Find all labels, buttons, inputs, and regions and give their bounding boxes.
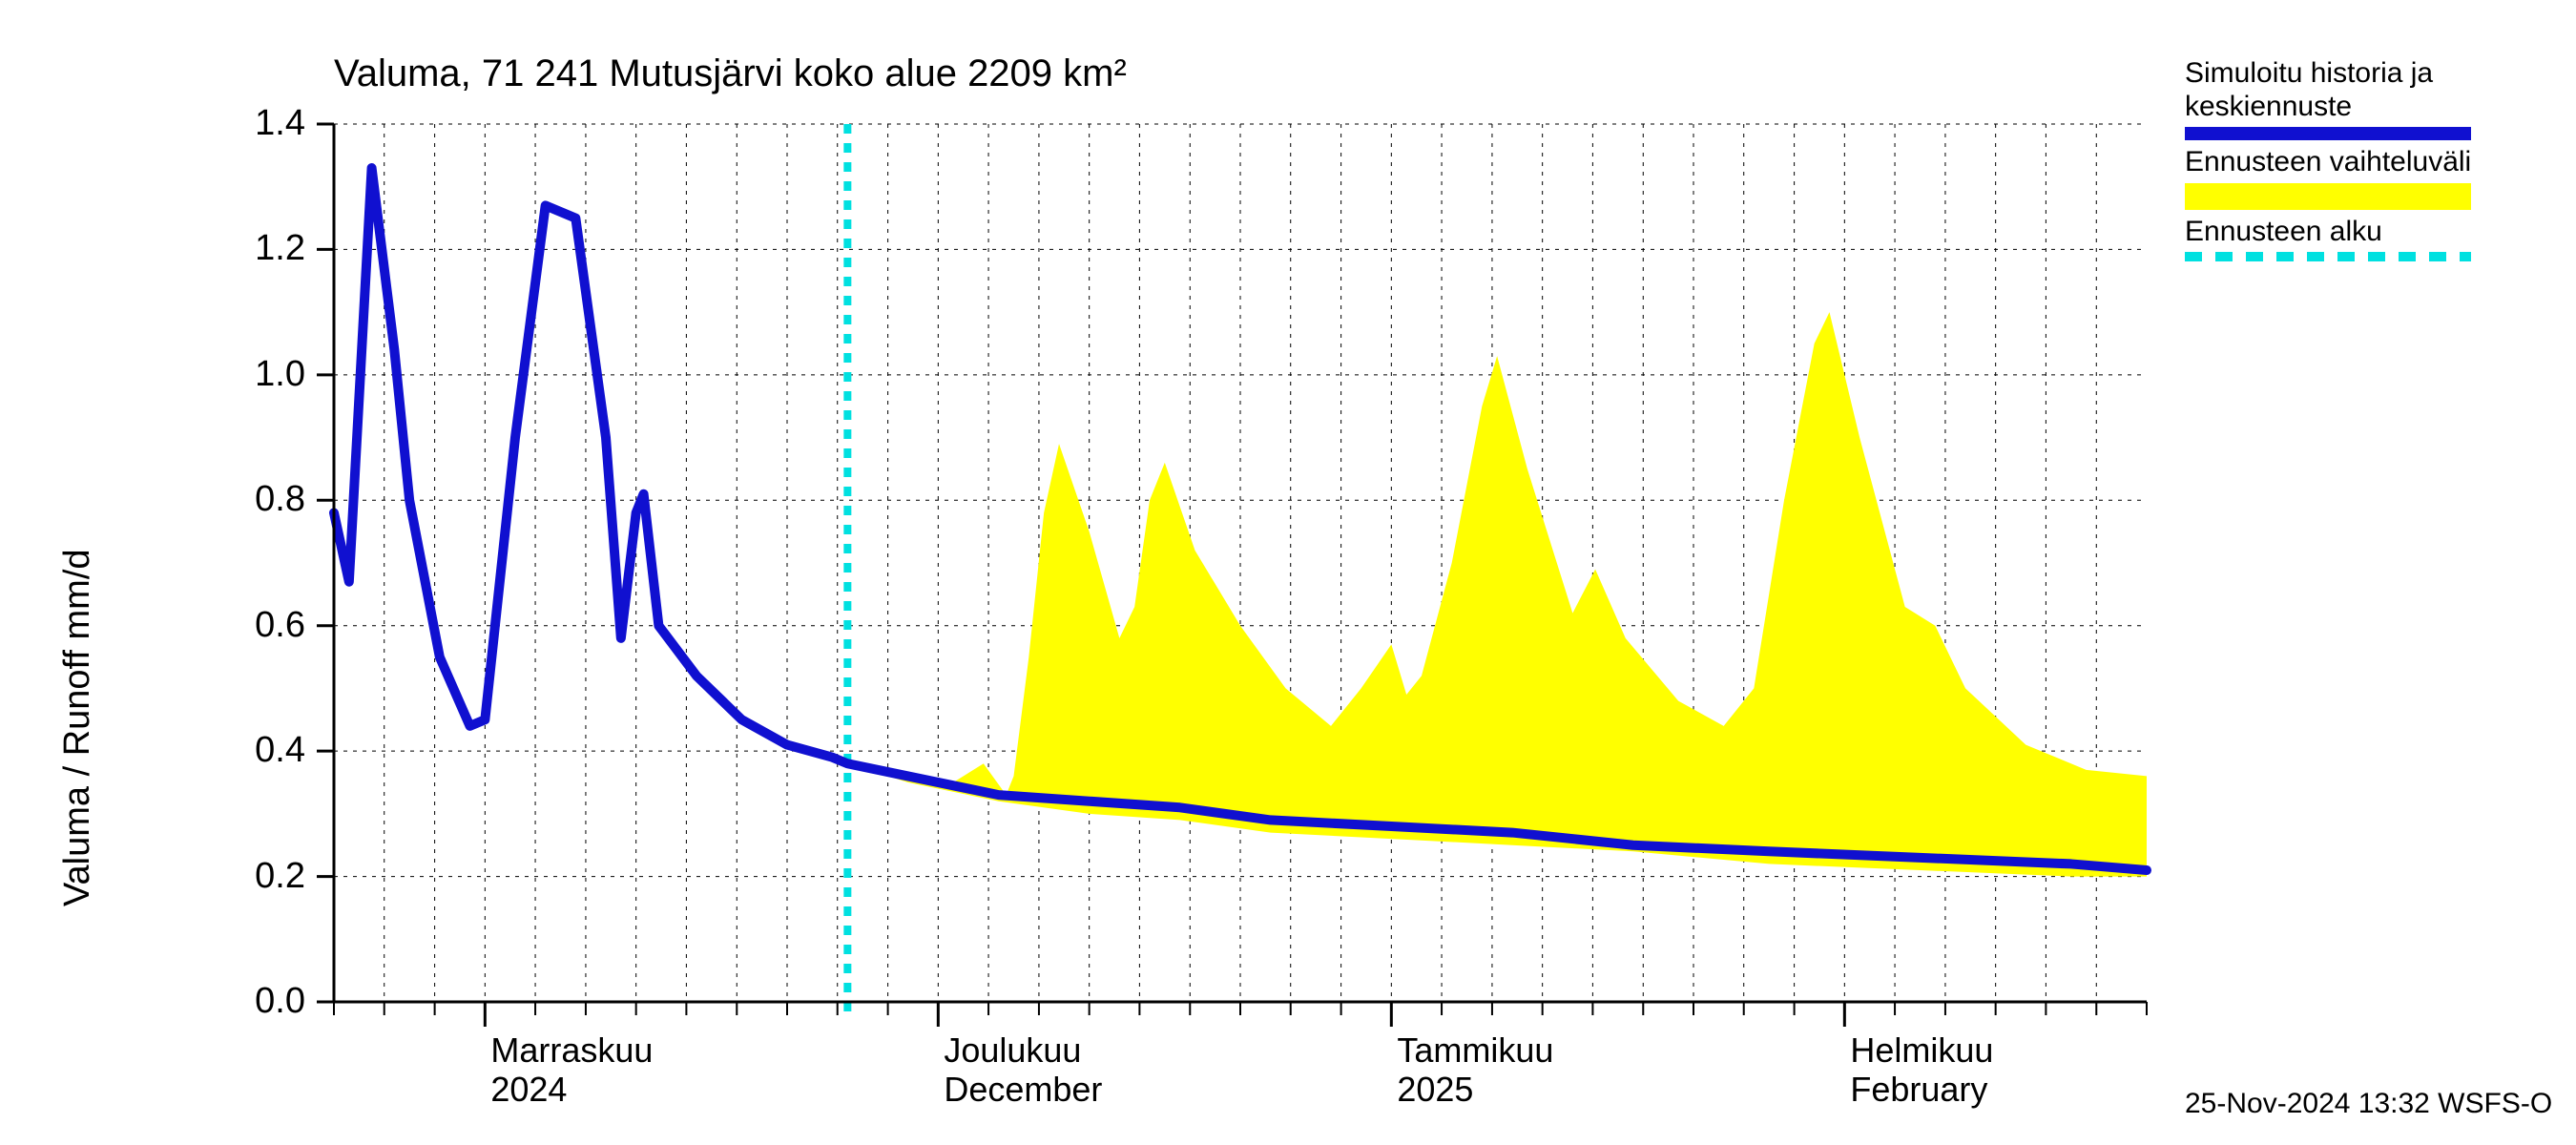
legend: Simuloitu historia jakeskiennusteEnnuste… — [2185, 57, 2471, 267]
y-tick-label: 1.4 — [229, 103, 305, 144]
legend-item: Ennusteen alku — [2185, 216, 2471, 262]
forecast-band — [847, 312, 2147, 876]
y-tick-label: 1.2 — [229, 228, 305, 269]
y-tick-label: 0.2 — [229, 856, 305, 897]
legend-swatch — [2185, 252, 2471, 261]
x-tick-label: JoulukuuDecember — [944, 1030, 1102, 1110]
y-tick-label: 0.6 — [229, 605, 305, 646]
legend-swatch — [2185, 127, 2471, 140]
y-tick-label: 0.8 — [229, 479, 305, 520]
x-tick-label: HelmikuuFebruary — [1850, 1030, 1993, 1110]
legend-swatch — [2185, 183, 2471, 210]
footer-timestamp: 25-Nov-2024 13:32 WSFS-O — [2185, 1088, 2552, 1120]
y-tick-label: 0.4 — [229, 730, 305, 771]
x-tick-label: Marraskuu2024 — [490, 1030, 653, 1110]
y-tick-label: 0.0 — [229, 981, 305, 1022]
legend-item: Simuloitu historia jakeskiennuste — [2185, 57, 2471, 140]
y-tick-label: 1.0 — [229, 354, 305, 395]
legend-item: Ennusteen vaihteluväli — [2185, 146, 2471, 210]
x-tick-label: Tammikuu2025 — [1397, 1030, 1553, 1110]
